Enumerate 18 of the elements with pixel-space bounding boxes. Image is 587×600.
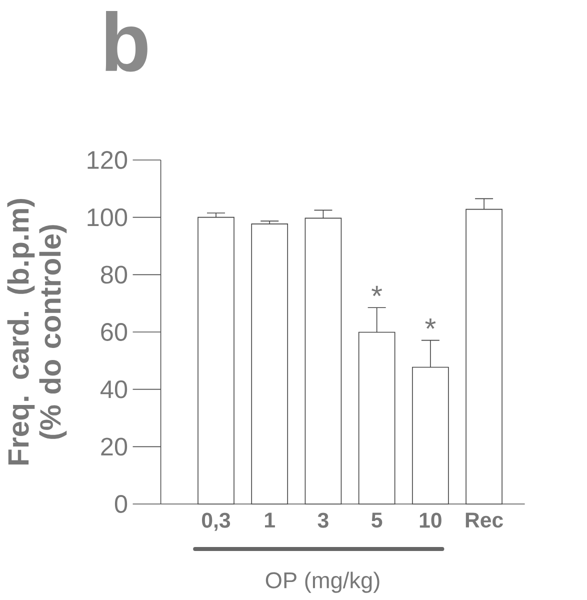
x-tick-label: 3 <box>318 512 328 528</box>
x-tick-label: 1 <box>265 512 275 528</box>
chart-title: b <box>106 11 148 72</box>
y-tick-label: 100 <box>88 208 128 226</box>
y-tick-label: 40 <box>100 380 128 398</box>
x-tick-label: Rec <box>466 512 503 528</box>
y-tick-label: 80 <box>101 266 128 284</box>
annotation: * <box>425 318 436 329</box>
x-axis-title: OP (mg/kg) <box>266 572 380 593</box>
x-tick-label: 5 <box>372 512 382 528</box>
annotation: * <box>372 286 382 296</box>
y-axis-title: Freq. card. (b.p.m) (% do controle) <box>7 198 67 464</box>
y-tick-label: 60 <box>101 323 128 341</box>
x-tick-label: 10 <box>420 512 442 528</box>
x-tick-label: 0,3 <box>202 512 230 531</box>
y-tick-label: 120 <box>88 151 128 169</box>
y-tick-label: 20 <box>101 438 128 456</box>
y-tick-label: 0 <box>114 495 128 513</box>
